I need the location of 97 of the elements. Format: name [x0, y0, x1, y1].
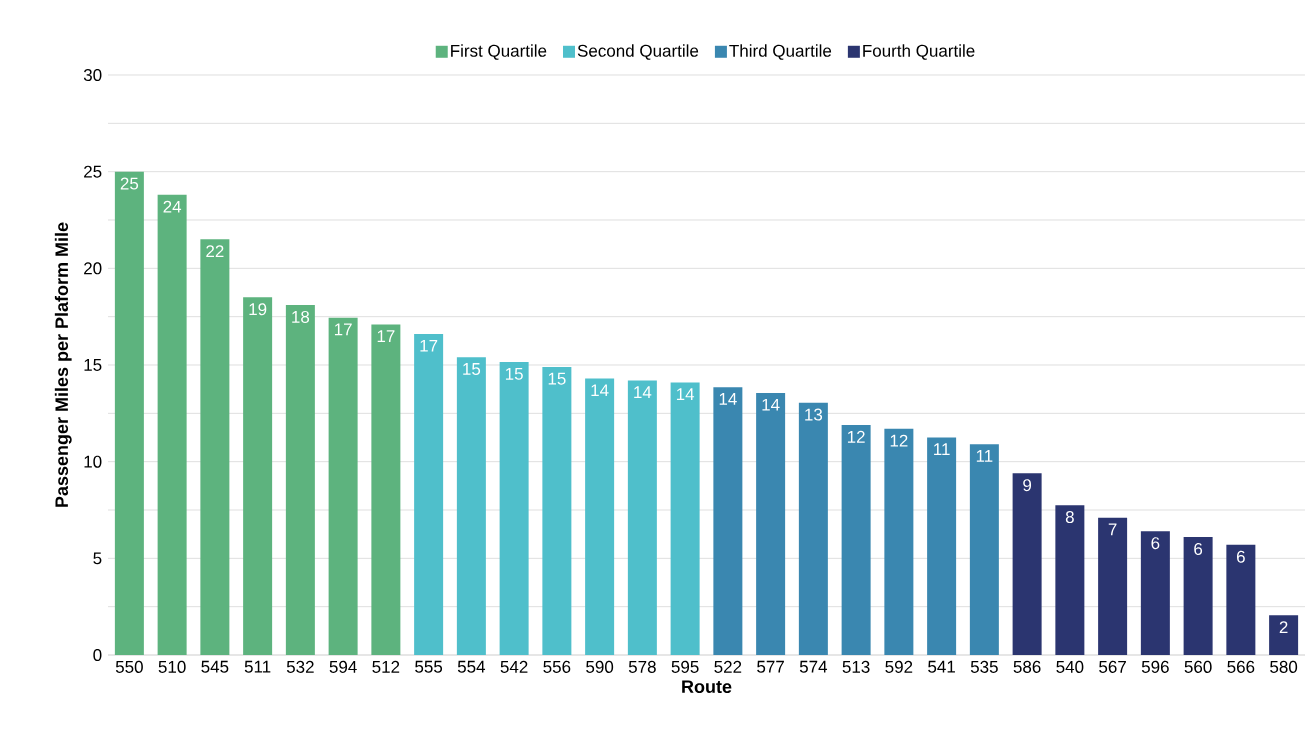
- bar: [627, 380, 657, 655]
- data-label: 24: [163, 200, 182, 213]
- x-tick-label: 594: [329, 660, 357, 673]
- data-label: 14: [762, 398, 780, 411]
- data-label: 6: [1236, 550, 1245, 563]
- data-label: 22: [206, 245, 224, 258]
- data-label: 25: [120, 177, 139, 190]
- x-tick-label: 540: [1056, 660, 1084, 673]
- x-tick-label: 550: [115, 660, 143, 673]
- bar: [371, 324, 401, 655]
- x-tick-label: 574: [799, 660, 828, 673]
- bar: [499, 362, 529, 655]
- y-tick-label: 20: [84, 262, 102, 275]
- data-label: 15: [505, 367, 523, 380]
- y-tick-label: 0: [93, 648, 102, 662]
- y-tick-label: 5: [93, 552, 102, 565]
- bar: [285, 305, 315, 655]
- bar: [157, 194, 187, 655]
- bar: [243, 297, 273, 655]
- x-tick-label: 578: [628, 660, 656, 673]
- x-tick-label: 541: [928, 660, 955, 673]
- data-label: 11: [976, 450, 993, 462]
- bar: [585, 378, 615, 655]
- legend-label: Third Quartile: [729, 44, 832, 60]
- bar: [756, 393, 786, 655]
- bar: [328, 317, 358, 655]
- data-label: 14: [634, 386, 652, 399]
- data-label: 6: [1194, 542, 1203, 555]
- bar: [456, 357, 486, 655]
- data-label: 17: [377, 330, 395, 342]
- x-tick-label: 513: [842, 660, 870, 673]
- x-tick-label: 522: [714, 660, 742, 673]
- data-label: 12: [847, 430, 865, 443]
- data-label: 14: [719, 393, 737, 405]
- bar: [1226, 544, 1256, 655]
- bar: [1055, 505, 1085, 655]
- x-tick-label: 511: [244, 660, 271, 673]
- bar: [1269, 615, 1299, 655]
- x-tick-label: 586: [1013, 660, 1041, 673]
- data-label: 7: [1108, 523, 1117, 536]
- x-tick-label: 577: [757, 660, 784, 673]
- bar: [542, 366, 572, 655]
- x-tick-label: 510: [158, 660, 186, 673]
- data-label: 9: [1023, 479, 1032, 492]
- x-tick-label: 555: [415, 660, 443, 673]
- data-label: 12: [890, 434, 908, 447]
- bar: [841, 424, 871, 655]
- data-label: 17: [334, 323, 352, 336]
- x-tick-label: 512: [372, 660, 400, 673]
- data-label: 19: [249, 303, 267, 316]
- x-tick-label: 535: [970, 660, 998, 673]
- x-tick-label: 542: [500, 660, 528, 673]
- y-tick-label: 15: [84, 359, 102, 371]
- x-tick-label: 566: [1227, 660, 1255, 673]
- x-tick-label: 596: [1141, 660, 1169, 673]
- y-tick-label: 30: [83, 68, 102, 82]
- bar: [1012, 473, 1042, 655]
- bar: [114, 171, 144, 655]
- x-tick-label: 590: [586, 660, 614, 673]
- data-label: 15: [463, 363, 481, 375]
- bar: [1098, 517, 1128, 655]
- bar: [1183, 537, 1213, 655]
- data-label: 15: [548, 372, 566, 385]
- data-label: 6: [1151, 537, 1160, 550]
- legend-label: Second Quartile: [577, 44, 699, 60]
- x-tick-label: 580: [1270, 660, 1298, 673]
- y-tick-label: 10: [84, 455, 102, 468]
- data-label: 2: [1279, 621, 1288, 634]
- bar: [414, 334, 444, 655]
- y-axis-title: Passenger Miles per Plaform Mile: [54, 222, 72, 507]
- data-label: 17: [420, 339, 438, 352]
- x-tick-label: 532: [286, 660, 314, 673]
- x-tick-label: 554: [457, 660, 486, 673]
- bar: [884, 428, 914, 655]
- data-label: 11: [934, 443, 950, 456]
- bar: [713, 387, 743, 655]
- legend-label: First Quartile: [451, 44, 547, 60]
- bar: [1140, 531, 1170, 655]
- bar: [798, 402, 828, 655]
- x-axis-title: Route: [682, 680, 732, 693]
- data-label: 8: [1065, 511, 1074, 524]
- legend-label: Fourth Quartile: [863, 44, 975, 60]
- x-tick-label: 556: [543, 660, 571, 673]
- data-label: 14: [591, 384, 609, 397]
- bar: [200, 239, 230, 655]
- x-tick-label: 592: [885, 660, 913, 673]
- data-label: 18: [292, 310, 310, 323]
- bar: [670, 382, 700, 655]
- x-tick-label: 567: [1099, 660, 1126, 673]
- bar: [969, 444, 999, 655]
- x-tick-label: 545: [201, 660, 229, 673]
- data-label: 13: [805, 408, 823, 421]
- bar: [927, 437, 957, 655]
- data-label: 14: [676, 388, 695, 400]
- x-tick-label: 595: [671, 660, 699, 673]
- x-tick-label: 560: [1184, 660, 1212, 673]
- y-tick-label: 25: [84, 165, 102, 178]
